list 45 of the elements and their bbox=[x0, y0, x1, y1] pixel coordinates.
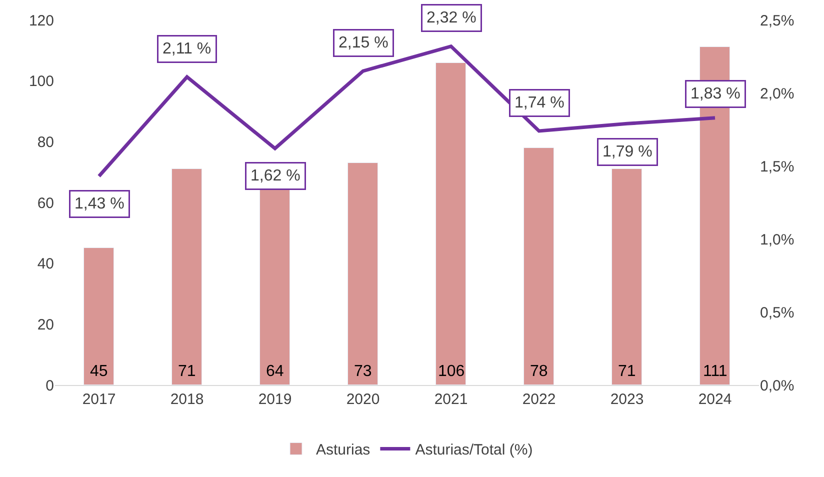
y2-tick-label: 0,0% bbox=[760, 377, 794, 394]
bar bbox=[84, 248, 114, 385]
data-label: 64 bbox=[266, 363, 284, 380]
y2-tick-label: 2,0% bbox=[760, 85, 794, 102]
x-tick-label: 2023 bbox=[610, 391, 644, 408]
y-tick-label: 120 bbox=[28, 12, 54, 30]
legend-label: Asturias bbox=[316, 442, 370, 459]
x-tick-label: 2020 bbox=[346, 391, 380, 408]
data-label: 2,15 % bbox=[338, 34, 388, 52]
y-tick-label: 60 bbox=[37, 194, 54, 212]
bar bbox=[172, 168, 202, 385]
data-label: 1,43 % bbox=[74, 196, 124, 212]
y2-tick-label: 0,5% bbox=[760, 304, 794, 322]
data-label: 45 bbox=[90, 363, 108, 380]
bar bbox=[524, 148, 554, 385]
y-tick-label: 80 bbox=[37, 134, 54, 151]
data-label: 1,74 % bbox=[514, 94, 564, 112]
y-tick-label: 40 bbox=[37, 256, 54, 273]
data-label: 78 bbox=[530, 363, 548, 380]
x-tick-label: 2021 bbox=[434, 391, 468, 408]
bar bbox=[348, 162, 378, 385]
data-label: 71 bbox=[618, 363, 636, 380]
data-label: 1,79 % bbox=[602, 144, 652, 160]
y-tick-label: 100 bbox=[28, 73, 54, 90]
y-tick-label: 0 bbox=[46, 377, 54, 394]
data-label: 1,83 % bbox=[690, 86, 740, 102]
x-tick-label: 2018 bbox=[170, 391, 204, 408]
x-tick-label: 2024 bbox=[698, 391, 732, 408]
x-tick-label: 2017 bbox=[82, 391, 116, 408]
y-tick-label: 20 bbox=[37, 316, 54, 334]
data-label: 73 bbox=[354, 363, 372, 380]
data-label: 1,62 % bbox=[250, 168, 300, 184]
y2-tick-label: 1,0% bbox=[760, 231, 794, 248]
bar bbox=[612, 168, 642, 385]
legend-label: Asturias/Total (%) bbox=[415, 442, 533, 459]
data-label: 111 bbox=[703, 363, 728, 380]
data-label: 2,32 % bbox=[426, 10, 476, 26]
data-label: 106 bbox=[438, 363, 465, 380]
y2-tick-label: 1,5% bbox=[760, 158, 794, 176]
y2-tick-label: 2,5% bbox=[760, 12, 794, 30]
data-label: 2,11 % bbox=[162, 40, 212, 58]
x-tick-label: 2019 bbox=[258, 391, 292, 408]
bar bbox=[436, 62, 466, 385]
data-label: 71 bbox=[178, 363, 196, 380]
x-tick-label: 2022 bbox=[522, 391, 556, 408]
